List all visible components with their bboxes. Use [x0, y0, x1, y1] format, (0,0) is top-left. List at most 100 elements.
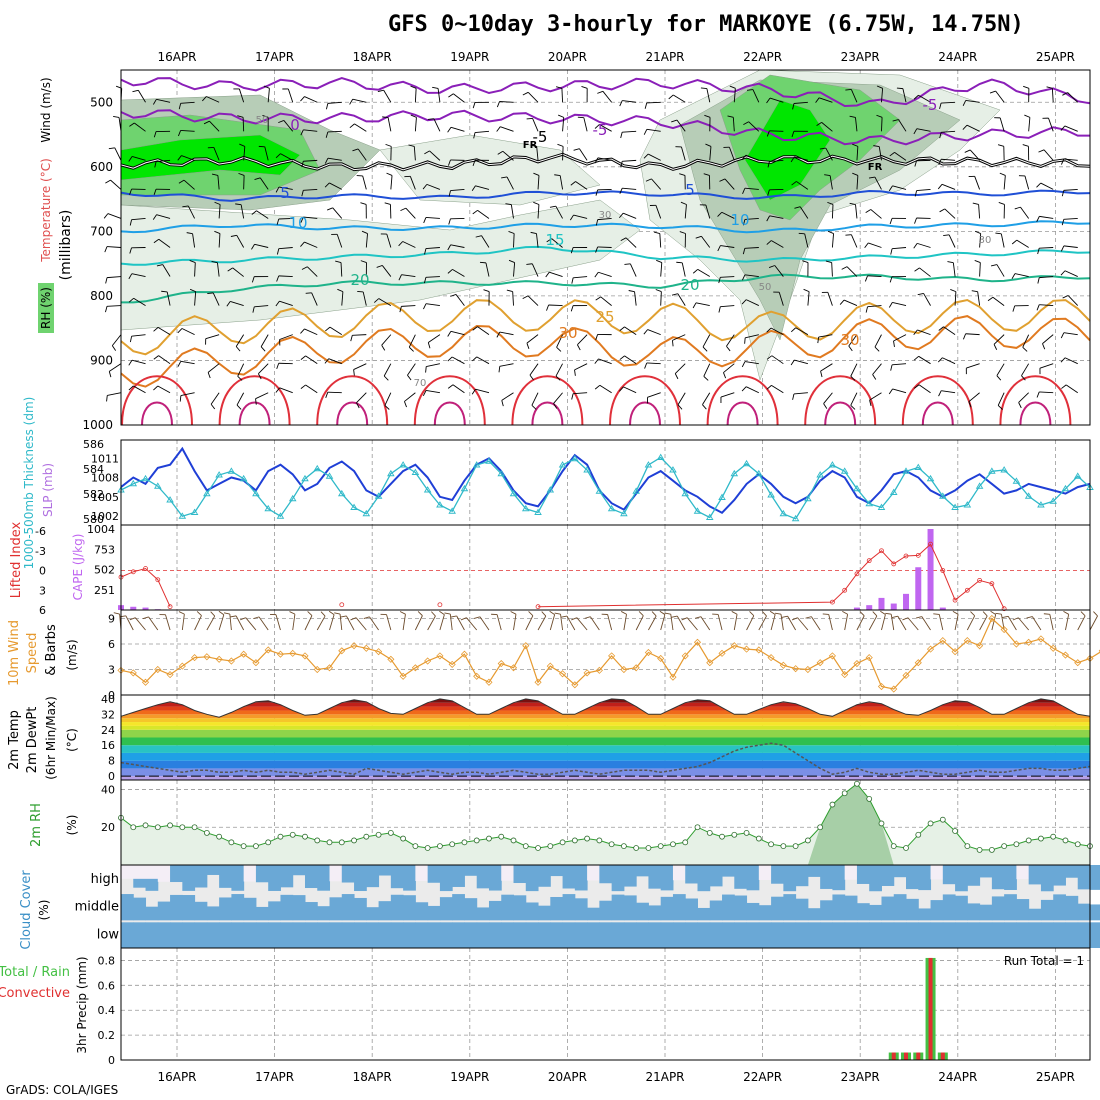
isotherm-35 — [511, 375, 584, 426]
temp-band — [121, 710, 1090, 715]
wind10-barb — [340, 615, 355, 631]
temp-tick: 16 — [101, 739, 115, 752]
isotherm-40 — [336, 401, 369, 426]
wind-barb — [179, 392, 195, 402]
cloud-level-label: middle — [75, 900, 119, 915]
rh2m-point — [1001, 843, 1008, 850]
wind-barb — [766, 385, 784, 394]
contour-label: 30 — [558, 324, 577, 342]
cloud-high — [415, 865, 429, 882]
wind-barb — [821, 291, 833, 306]
cloud-low — [206, 922, 220, 948]
wind-barb — [872, 363, 882, 380]
li-point — [155, 577, 161, 583]
rh-shading — [120, 134, 301, 181]
cloud-low — [304, 922, 318, 948]
thickness-point — [902, 467, 910, 474]
isotherm-line — [120, 109, 1090, 146]
wind-barb — [557, 143, 564, 161]
wind10-barb — [952, 610, 959, 631]
slp-tick: 1011 — [91, 452, 119, 465]
wind-barb — [161, 290, 171, 306]
isotherm-35 — [901, 375, 974, 426]
wind-barb — [349, 123, 367, 132]
footer-credit: GrADS: COLA/IGES — [6, 1083, 119, 1097]
wind-barb — [1011, 239, 1029, 248]
cloud-high — [820, 865, 833, 889]
ylabel-cloud-b: (%) — [37, 900, 51, 921]
cloud-high — [746, 865, 760, 891]
cloud-high — [268, 865, 281, 891]
cape-bar — [939, 607, 946, 610]
cloud-middle — [304, 902, 318, 921]
wind10-point — [191, 654, 199, 662]
wind-barb — [178, 179, 195, 190]
wind-barb — [522, 91, 539, 103]
thickness-point — [877, 503, 886, 510]
cloud-middle — [820, 900, 833, 921]
cloud-low — [672, 922, 686, 948]
wind10-barb — [695, 616, 711, 631]
wind-barb — [726, 334, 735, 352]
temp-band — [121, 760, 1090, 769]
rh2m-point — [547, 843, 554, 850]
contour-label: 15 — [545, 231, 564, 249]
wind-barb — [571, 276, 588, 284]
li-point — [143, 566, 148, 571]
rh2m-point — [510, 837, 517, 844]
wind-barb — [620, 237, 637, 248]
wind-barb — [570, 181, 588, 190]
ylabel-rh2m: 2m RH — [29, 803, 44, 847]
wind10-barb — [1089, 611, 1098, 631]
thickness-point — [166, 496, 174, 503]
date-label-top: 23APR — [841, 50, 880, 64]
thickness-point — [865, 499, 874, 507]
wind10-point — [178, 662, 186, 670]
li-point — [1001, 606, 1007, 612]
wind-barb — [472, 159, 489, 167]
wind-barb — [742, 247, 759, 255]
wind-barb — [997, 392, 1005, 410]
wind-barb — [595, 246, 612, 253]
li-tick: -6 — [35, 525, 46, 538]
wind10-barb — [671, 615, 686, 631]
cloud-low — [881, 922, 895, 948]
wind-barb — [471, 388, 490, 395]
wind-barb — [993, 334, 1005, 350]
cloud-middle — [476, 907, 490, 921]
wind10-point — [313, 665, 321, 674]
wind-barb — [255, 392, 269, 405]
rh2m-point — [289, 831, 296, 838]
wind10-point — [325, 664, 334, 672]
wind10-point — [571, 681, 579, 689]
wind-barb — [106, 392, 122, 402]
cloud-middle — [1004, 894, 1017, 921]
wind-barb — [577, 334, 588, 351]
rh2m-point — [719, 833, 725, 840]
wind10-point — [902, 671, 910, 680]
wind10-barb — [328, 610, 335, 631]
cloud-middle — [574, 898, 588, 921]
contour-label: -5 — [593, 121, 608, 139]
wind10-point — [644, 648, 652, 657]
cloud-middle — [906, 898, 919, 921]
wind-barb — [1024, 114, 1031, 132]
wind-barb — [729, 85, 736, 103]
wind10-barb — [774, 612, 784, 631]
ylabel-wind10-b: Speed — [25, 633, 40, 674]
cloud-middle — [1028, 908, 1042, 921]
thickness-point — [828, 461, 837, 468]
wind10-barb — [525, 611, 534, 631]
thickness-point — [497, 469, 506, 477]
wind-barb — [594, 384, 612, 394]
wind10-barb — [399, 611, 406, 631]
wind-barb — [252, 305, 269, 313]
wind-barb — [571, 392, 588, 400]
contour-label: 30 — [840, 331, 859, 349]
wind10-point — [620, 665, 628, 674]
wind-barb — [702, 392, 711, 410]
cape-bar — [878, 597, 885, 610]
wind-barb — [573, 148, 588, 161]
wind10-barb — [681, 617, 698, 631]
isotherm-35 — [609, 375, 681, 426]
